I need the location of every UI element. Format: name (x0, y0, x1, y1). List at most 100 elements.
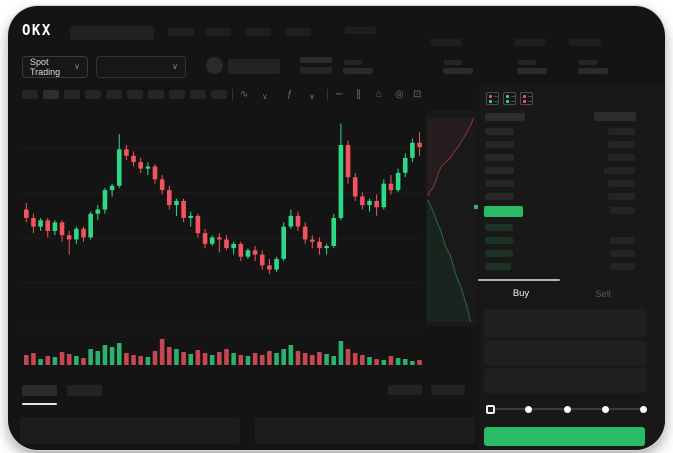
last-price-placeholder (300, 57, 332, 63)
interval-button-placeholder[interactable] (106, 90, 122, 99)
line (511, 96, 515, 97)
orders-panel-right (255, 417, 475, 444)
line (511, 101, 515, 102)
bid-row-amount[interactable] (610, 263, 635, 270)
stat-value-placeholder (343, 68, 373, 74)
fib-tool-icon[interactable]: ∥ (356, 89, 361, 100)
chevron-down-icon[interactable]: ∨ (309, 92, 315, 101)
interval-button-placeholder[interactable] (85, 90, 101, 99)
ask-row-amount[interactable] (604, 167, 635, 174)
slider-stop-2[interactable] (564, 406, 571, 413)
stat-label-placeholder (579, 60, 597, 65)
dot (523, 95, 526, 98)
orders-tab-active[interactable] (22, 385, 57, 396)
candlestick-chart (20, 110, 478, 365)
coin-avatar (206, 57, 223, 74)
slider-stop-0[interactable] (486, 405, 495, 414)
dot (489, 95, 492, 98)
price-field[interactable] (484, 309, 647, 337)
ask-row-amount[interactable] (608, 180, 635, 187)
interval-button-placeholder[interactable] (22, 90, 38, 99)
nav-item-placeholder[interactable] (168, 28, 194, 36)
dot (506, 100, 509, 103)
history-icon[interactable]: ◎ (395, 89, 404, 100)
active-tab-underline (22, 403, 57, 405)
line (528, 101, 532, 102)
tab-sell[interactable]: Sell (595, 289, 611, 300)
bid-row-price[interactable] (485, 263, 511, 270)
bid-row-amount[interactable] (610, 237, 635, 244)
ask-row-amount[interactable] (608, 141, 635, 148)
last-price-bar[interactable] (484, 206, 523, 217)
interval-button-placeholder[interactable] (127, 90, 143, 99)
app-window: OKX Spot Trading ∨ ∨ ∿ ∨ ƒ ∨ ∼ ∥ ⌂ ◎ ⊡ (8, 6, 665, 450)
orderbook-scrollbar[interactable] (478, 279, 560, 281)
interval-button-placeholder[interactable] (190, 90, 206, 99)
fullscreen-icon[interactable]: ⊡ (413, 89, 422, 100)
buy-submit-button[interactable] (484, 427, 645, 446)
toolbar-divider (327, 89, 328, 101)
nav-right-item-placeholder[interactable] (430, 39, 462, 46)
stat-label-placeholder (444, 60, 462, 65)
book-both-view-icon[interactable] (486, 92, 499, 105)
dot (506, 95, 509, 98)
market-type-label: Spot Trading (30, 57, 61, 77)
pair-name-placeholder (228, 59, 280, 74)
stat-label-placeholder (344, 60, 362, 65)
ask-row-amount[interactable] (608, 154, 635, 161)
orders-tab[interactable] (67, 385, 102, 396)
orders-action[interactable] (431, 385, 465, 395)
bid-row-amount[interactable] (610, 250, 635, 257)
nav-right-item-placeholder[interactable] (569, 39, 601, 46)
bid-row-price[interactable] (485, 250, 513, 257)
nav-item-placeholder[interactable] (285, 28, 311, 36)
book-bids-view-icon[interactable] (503, 92, 516, 105)
ask-row-price[interactable] (485, 154, 514, 161)
bid-row-price[interactable] (485, 237, 513, 244)
chevron-down-icon: ∨ (172, 62, 178, 71)
okx-logo[interactable]: OKX (22, 22, 52, 40)
amount-field[interactable] (484, 341, 647, 366)
indicators-icon[interactable]: ƒ (287, 89, 293, 100)
screenshot-icon[interactable]: ⌂ (376, 89, 383, 100)
orders-action[interactable] (388, 385, 422, 395)
interval-button-placeholder[interactable] (43, 90, 59, 99)
last-price-amount (610, 207, 635, 214)
ask-row-price[interactable] (485, 193, 514, 200)
chevron-down-icon[interactable]: ∨ (262, 92, 268, 101)
slider-stop-3[interactable] (602, 406, 609, 413)
interval-button-placeholder[interactable] (148, 90, 164, 99)
nav-right-item-placeholder[interactable] (514, 39, 546, 46)
total-field[interactable] (484, 368, 647, 393)
nav-item-placeholder[interactable] (345, 27, 376, 34)
slider-stop-1[interactable] (525, 406, 532, 413)
nav-item-placeholder[interactable] (205, 28, 231, 36)
slider-stop-4[interactable] (640, 406, 647, 413)
ask-row-amount[interactable] (608, 128, 635, 135)
pair-selector[interactable]: ∨ (96, 56, 186, 78)
market-type-selector[interactable]: Spot Trading ∨ (22, 56, 88, 78)
stat-label-placeholder (518, 60, 536, 65)
stat-value-placeholder (517, 68, 547, 74)
nav-item-placeholder[interactable] (245, 28, 271, 36)
ask-row-price[interactable] (485, 128, 514, 135)
candle-interval-icon[interactable]: ∿ (240, 89, 249, 100)
ask-row-price[interactable] (485, 141, 514, 148)
orders-panel-left (20, 417, 240, 444)
book-asks-view-icon[interactable] (520, 92, 533, 105)
dot (489, 100, 492, 103)
ask-row-price[interactable] (485, 167, 514, 174)
book-header-price (485, 113, 525, 121)
search-placeholder[interactable] (70, 26, 154, 40)
stat-value-placeholder (443, 68, 473, 74)
ask-row-amount[interactable] (608, 193, 635, 200)
interval-button-placeholder[interactable] (64, 90, 80, 99)
line-tool-icon[interactable]: ∼ (335, 89, 344, 100)
interval-button-placeholder[interactable] (211, 90, 227, 99)
price-change-placeholder (300, 67, 332, 74)
tab-buy[interactable]: Buy (512, 288, 530, 299)
ask-row-price[interactable] (485, 180, 514, 187)
interval-button-placeholder[interactable] (169, 90, 185, 99)
bid-row-price[interactable] (485, 224, 513, 231)
book-header-amount (594, 112, 636, 121)
